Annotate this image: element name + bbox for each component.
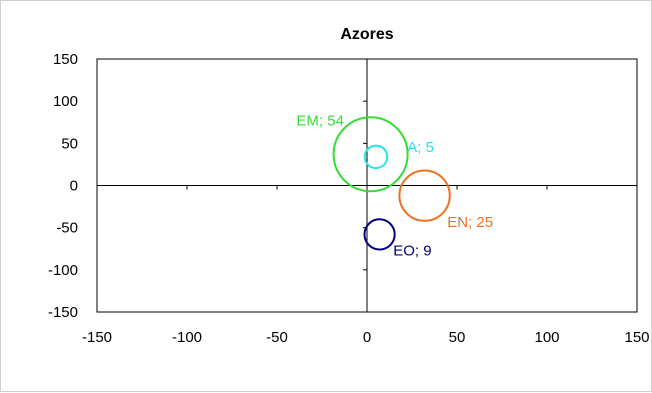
bubble [398, 169, 451, 222]
x-tick-label: 100 [534, 329, 559, 346]
x-tick-label: 150 [624, 329, 649, 346]
y-tick-label: -50 [56, 220, 78, 237]
bubble-label: A; 5 [407, 139, 434, 156]
x-tick-label: 0 [363, 329, 371, 346]
chart-title: Azores [340, 26, 393, 43]
bubble [363, 218, 396, 251]
y-tick-label: 150 [53, 51, 78, 68]
x-tick-label: -50 [266, 329, 288, 346]
bubble-label: EN; 25 [447, 214, 493, 231]
tick-labels: -150 -100 -50 0 50 100 150 -150 -100 -50 0 50 100 150 [48, 51, 650, 346]
y-tick-label: 0 [70, 178, 78, 195]
bubbles [332, 116, 451, 251]
x-tick-label: -150 [82, 329, 112, 346]
y-tick-label: 50 [61, 135, 78, 152]
bubble [332, 116, 409, 193]
axes [96, 58, 638, 313]
y-tick-label: 100 [53, 93, 78, 110]
y-tick-label: -150 [48, 304, 78, 321]
bubble [363, 144, 389, 170]
bubble-labels: EM; 54 A; 5 EN; 25 EO; 9 [296, 112, 493, 259]
bubble-label: EM; 54 [296, 112, 344, 129]
y-tick-label: -100 [48, 262, 78, 279]
x-tick-label: -100 [172, 329, 202, 346]
bubble-label: EO; 9 [393, 243, 431, 260]
x-tick-label: 50 [449, 329, 466, 346]
